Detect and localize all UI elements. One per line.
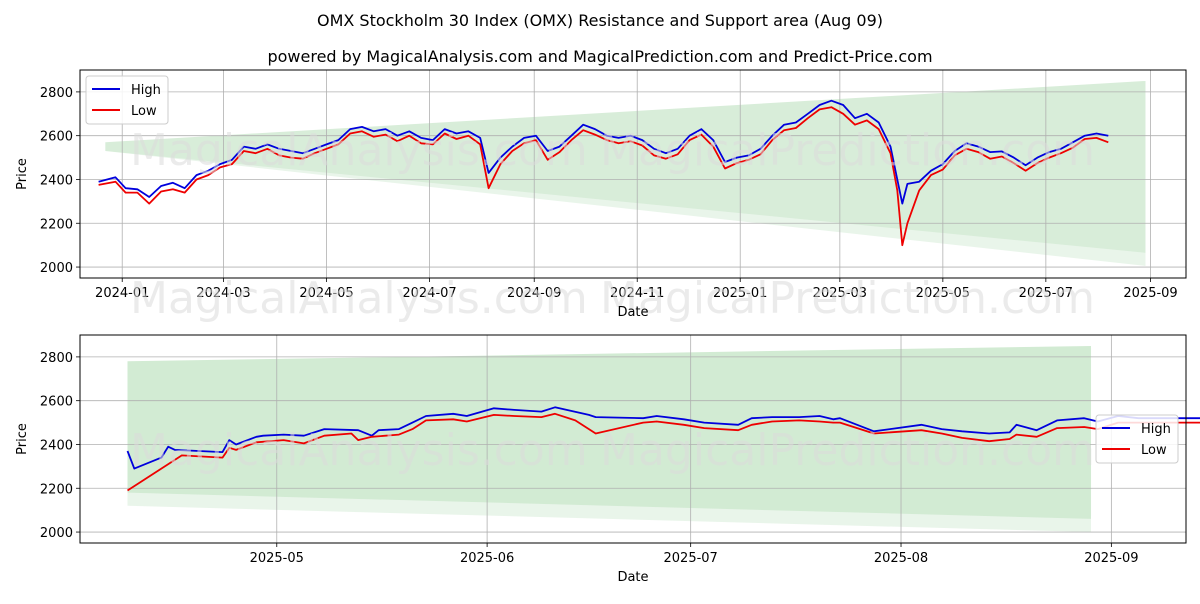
legend-label-low: Low	[1141, 443, 1167, 458]
y-axis-label: Price	[15, 423, 30, 455]
legend-label-low: Low	[131, 104, 157, 119]
legend-label-high: High	[131, 83, 161, 98]
x-tick-label: 2025-05	[250, 551, 304, 566]
y-tick-label: 2600	[40, 130, 73, 145]
x-tick-label: 2025-08	[874, 551, 928, 566]
x-axis-label: Date	[617, 570, 648, 585]
x-tick-label: 2025-07	[664, 551, 718, 566]
y-tick-label: 2400	[40, 438, 73, 453]
x-tick-label: 2025-09	[1123, 286, 1177, 301]
x-tick-label: 2025-09	[1084, 551, 1138, 566]
y-tick-label: 2000	[40, 261, 73, 276]
y-tick-label: 2600	[40, 395, 73, 410]
legend-label-high: High	[1141, 422, 1171, 437]
chart-subtitle: powered by MagicalAnalysis.com and Magic…	[267, 47, 932, 66]
x-axis-label: Date	[617, 305, 648, 320]
y-tick-label: 2000	[40, 526, 73, 541]
chart-title: OMX Stockholm 30 Index (OMX) Resistance …	[317, 11, 883, 30]
y-tick-label: 2200	[40, 482, 73, 497]
watermark: MagicalAnalysis.com	[130, 273, 588, 324]
y-tick-label: 2200	[40, 217, 73, 232]
y-tick-label: 2800	[40, 351, 73, 366]
y-tick-label: 2400	[40, 173, 73, 188]
y-tick-label: 2800	[40, 86, 73, 101]
bottom-panel: 2000 2200 2400 2600 2800 2025-05 2025-06 2025-0…	[15, 335, 1200, 585]
watermark: MagicalPrediction.com	[600, 273, 1095, 324]
watermark: MagicalAnalysis.com	[130, 125, 588, 176]
watermark: MagicalPrediction.com	[600, 425, 1095, 476]
watermark: MagicalPrediction.com	[600, 125, 1095, 176]
x-tick-label: 2025-06	[460, 551, 514, 566]
y-axis-label: Price	[15, 158, 30, 190]
watermark: MagicalAnalysis.com	[130, 425, 588, 476]
